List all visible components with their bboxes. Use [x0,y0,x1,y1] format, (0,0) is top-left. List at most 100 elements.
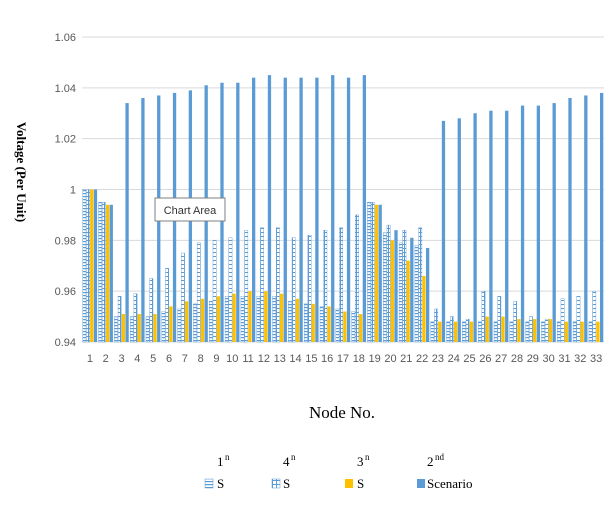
bar-s2-node-9 [212,240,217,343]
bar-s2-node-29 [529,316,533,343]
x-tick-labels: 1 2 3 4 5 6 7 8 9 10 11 12 13 14 15 16 17 18 19 20 21 22 23 24 2… [87,353,602,365]
x-tick-label: 3 [118,353,124,365]
bar-s1-node-4 [129,316,134,343]
bar-s3-node-25 [469,321,474,342]
legend-swatch [417,479,425,488]
bar-s3-node-17 [343,311,347,342]
bar-s4-node-4 [141,98,145,342]
bar-s2-node-20 [386,224,391,343]
y-tick-label: 1 [70,185,76,197]
bar-s4-node-18 [362,75,367,342]
bar-s4-node-24 [457,118,461,342]
legend-swatch [271,478,281,489]
bar-s2-node-3 [117,296,122,343]
bar-s2-node-18 [355,214,359,343]
bar-s1-node-12 [256,296,261,343]
x-tick-label: 33 [590,353,602,365]
bar-s3-node-26 [485,316,489,342]
bar-s3-node-1 [90,189,94,342]
bar-s4-node-29 [536,105,541,342]
x-tick-label: 25 [463,353,475,365]
bar-s1-node-28 [509,321,514,343]
bar-s1-node-21 [398,242,403,343]
bar-s1-node-6 [161,311,166,343]
bar-s2-node-31 [560,298,565,343]
bar-s4-node-26 [489,110,493,342]
bar-s2-node-13 [276,227,280,343]
y-tick-label: 0.96 [55,286,76,298]
bar-s2-node-30 [544,318,549,343]
bar-s2-node-4 [133,293,138,343]
bar-s3-node-22 [422,275,426,342]
y-tick-label: 1.02 [55,134,76,146]
bar-s2-node-6 [165,268,169,343]
bar-s4-node-28 [520,105,525,342]
y-tick-label: 1.06 [55,32,76,44]
bar-s3-node-23 [438,321,442,342]
bar-s4-node-1 [93,189,98,342]
bar-s1-node-18 [351,311,356,343]
x-tick-label: 29 [527,353,539,365]
bar-s3-node-9 [216,296,220,342]
bar-s1-node-19 [367,202,371,343]
bar-s1-node-8 [193,303,197,343]
bar-s4-node-21 [410,237,414,342]
bar-s2-node-14 [291,237,296,343]
bar-s1-node-2 [98,202,103,343]
x-axis-title: Node No. [309,403,375,422]
bar-s4-node-15 [315,77,319,343]
x-tick-label: 16 [321,353,333,365]
bar-s1-node-32 [572,321,577,343]
bar-s1-node-24 [446,321,451,343]
bar-s2-node-5 [149,278,154,343]
bar-s4-node-20 [394,230,398,342]
bar-s4-node-10 [236,82,240,342]
bar-s2-node-8 [196,242,201,343]
x-tick-label: 11 [242,353,253,365]
bar-s3-node-6 [169,306,173,342]
bar-s1-node-7 [177,308,182,343]
x-tick-label: 19 [369,353,381,365]
bar-s3-node-24 [453,321,458,342]
bar-s1-node-31 [557,321,561,343]
bar-s4-node-13 [283,77,287,343]
bar-s2-node-26 [481,290,486,343]
bar-s3-node-30 [548,319,553,342]
x-tick-label: 14 [289,353,301,365]
bar-s4-node-17 [346,77,351,343]
bar-s1-node-15 [303,303,308,343]
bar-s2-node-27 [497,296,502,343]
legend-series-number: 4 [283,454,290,469]
bar-s4-node-19 [378,204,382,342]
chart-area-tooltip: Chart Area [154,197,226,222]
bar-s1-node-17 [335,308,340,343]
bar-s4-node-31 [568,98,572,342]
legend-label: S [217,476,224,491]
bar-s1-node-29 [525,321,530,343]
bar-s4-node-30 [552,103,556,342]
bar-s2-node-23 [434,308,438,343]
bar-s3-node-13 [279,293,284,342]
bar-s3-node-12 [264,291,268,342]
y-tick-label: 0.94 [55,337,76,349]
bar-s1-node-20 [383,232,387,343]
bar-s4-node-33 [599,92,604,343]
x-tick-label: 30 [543,353,555,365]
bar-s1-node-3 [114,316,118,343]
bar-s4-node-11 [251,77,256,343]
bar-s4-node-3 [125,103,129,342]
bar-s4-node-22 [425,247,430,342]
legend-series-number: 1 [217,454,224,469]
x-tick-label: 5 [150,353,156,365]
bar-s1-node-16 [319,306,324,343]
bar-s1-node-33 [588,321,593,343]
x-tick-label: 4 [134,353,140,365]
gridlines [82,36,604,343]
bar-s1-node-25 [462,321,466,343]
x-tick-label: 7 [182,353,188,365]
legend-series-number: 3 [357,454,364,469]
bar-s3-node-10 [232,293,236,342]
bar-s2-node-2 [102,202,106,343]
